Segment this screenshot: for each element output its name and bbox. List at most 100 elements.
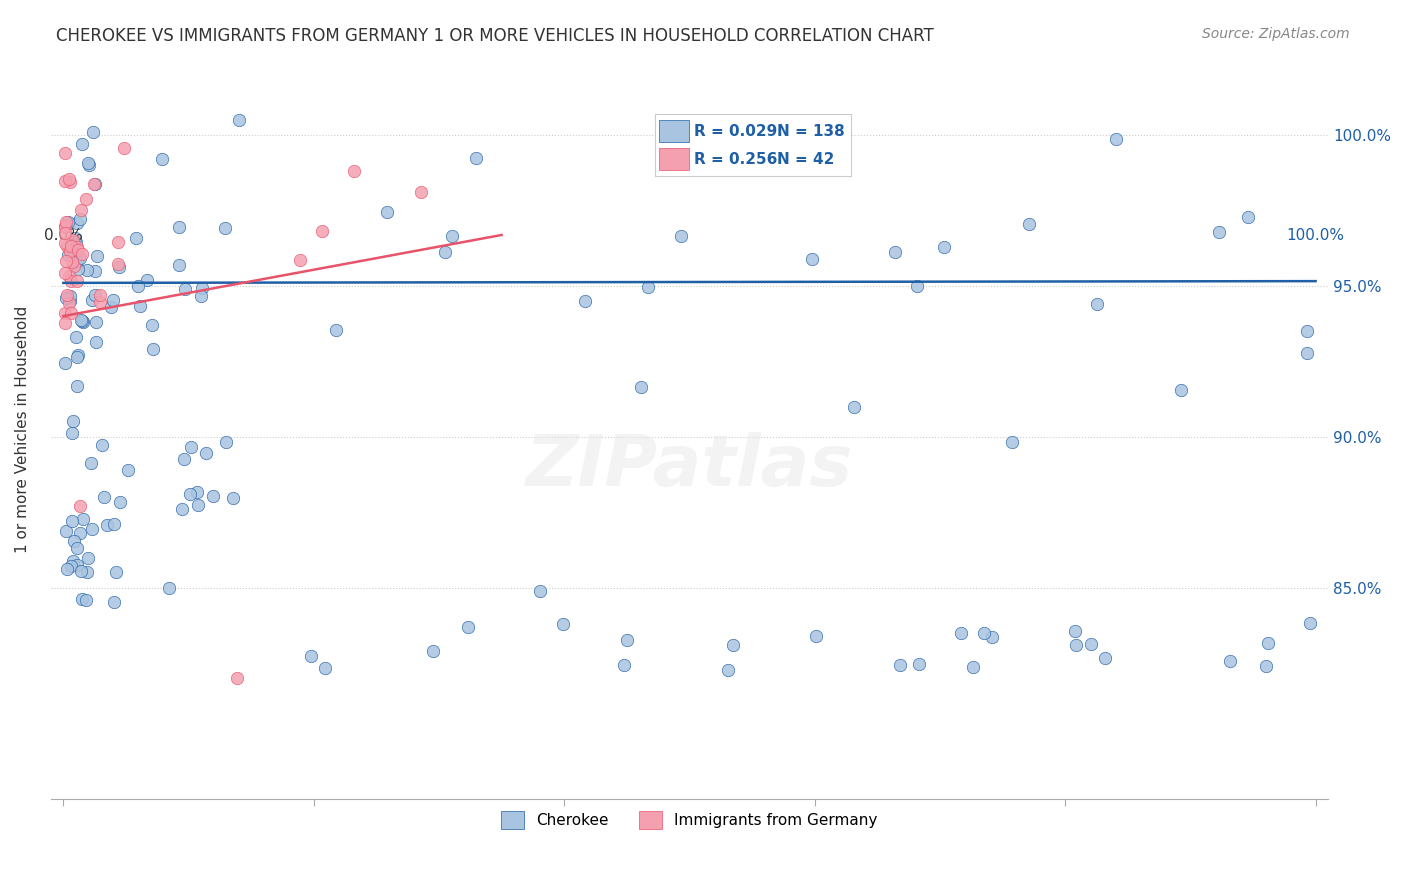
Point [290,253,312,268]
Point [167,219,190,234]
Point [59,289,82,303]
Point [76,263,98,277]
Point [135,273,157,287]
Point [58,174,80,188]
Point [69,525,91,540]
Point [66,274,89,288]
Point [129,299,152,313]
Point [343,164,366,178]
Point [100,300,122,314]
Point [1104,132,1126,146]
Point [180,441,202,455]
Point [1170,384,1192,398]
Point [107,257,129,271]
Point [66,240,89,254]
Point [141,318,163,332]
Point [433,244,456,259]
Point [1064,624,1087,639]
Point [58,172,80,186]
Y-axis label: 1 or more Vehicles in Household: 1 or more Vehicles in Household [15,306,30,553]
Point [76,565,98,579]
Point [669,229,692,244]
Point [55,254,77,268]
Point [63,534,86,549]
Point [889,658,911,673]
Point [905,279,928,293]
Point [55,291,77,305]
Point [53,305,76,319]
Text: CHEROKEE VS IMMIGRANTS FROM GERMANY 1 OR MORE VEHICLES IN HOUSEHOLD CORRELATION : CHEROKEE VS IMMIGRANTS FROM GERMANY 1 OR… [56,27,934,45]
Point [82,293,104,308]
Point [53,174,76,188]
Point [59,244,82,258]
Point [613,658,636,673]
Point [1208,225,1230,239]
Point [630,379,652,393]
Point [53,220,76,235]
Point [1296,324,1319,338]
Point [62,248,84,262]
Point [574,293,596,308]
Point [53,226,76,240]
Point [186,485,208,500]
Point [174,282,197,296]
Point [89,287,111,301]
Point [932,240,955,254]
Point [190,289,212,303]
Bar [659,120,689,142]
Text: 0.0%: 0.0% [44,228,83,244]
Point [1080,637,1102,651]
Point [981,630,1004,644]
Point [422,644,444,658]
Point [84,334,107,349]
Point [55,562,77,576]
Point [221,491,243,505]
Point [314,660,336,674]
Point [53,145,76,160]
Point [103,595,125,609]
Point [70,247,93,261]
Point [440,229,463,244]
Bar [659,148,689,169]
Point [56,239,79,253]
Point [55,524,77,538]
Point [1094,651,1116,665]
Point [86,249,108,263]
Point [1219,654,1241,668]
Text: N = 42: N = 42 [776,152,834,167]
Point [75,192,97,206]
Point [884,245,907,260]
Point [616,632,638,647]
Point [409,185,432,199]
Point [159,581,181,595]
Point [58,268,80,283]
Point [127,279,149,293]
Point [83,177,105,191]
Point [66,379,89,393]
Point [801,252,824,266]
Point [1064,639,1087,653]
Point [63,237,86,252]
Point [311,224,333,238]
Point [1237,210,1260,224]
Point [65,235,87,249]
Point [53,356,76,370]
Point [108,495,131,509]
Point [69,252,91,266]
Point [187,499,209,513]
Point [80,456,103,470]
Point [72,136,94,151]
Point [65,330,87,344]
Point [91,438,114,452]
Point [84,288,107,302]
Point [70,591,93,606]
Text: R = 0.029: R = 0.029 [695,124,778,139]
Point [214,221,236,235]
Point [1001,435,1024,450]
Point [93,490,115,504]
Point [53,235,76,250]
Point [62,514,84,528]
Point [69,499,91,513]
Point [66,541,89,555]
Point [62,259,84,273]
